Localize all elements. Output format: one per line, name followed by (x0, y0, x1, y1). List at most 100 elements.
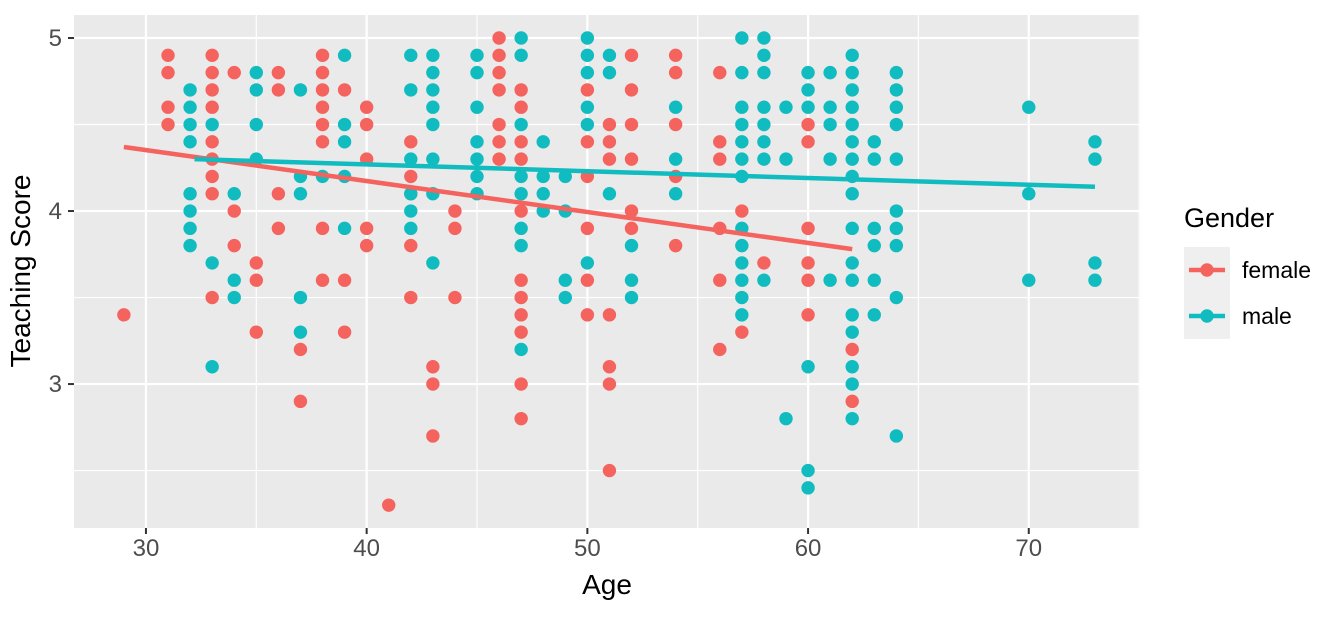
data-point-male (470, 169, 484, 184)
data-point-female (624, 221, 639, 236)
data-point-female (315, 273, 330, 287)
data-point-male (668, 100, 683, 114)
data-point-female (713, 65, 727, 80)
data-point-male (404, 187, 418, 201)
data-point-female (845, 394, 859, 409)
data-point-female (404, 169, 418, 184)
data-point-male (1022, 100, 1036, 114)
data-point-female (514, 100, 528, 114)
data-point-female (359, 238, 374, 253)
data-point-male (889, 238, 904, 253)
data-point-male (514, 221, 528, 236)
data-point-male (426, 256, 440, 270)
data-point-male (183, 221, 197, 236)
data-point-male (205, 360, 219, 374)
data-point-male (757, 117, 771, 132)
data-point-male (779, 152, 793, 166)
data-point-male (337, 117, 352, 132)
data-point-female (227, 238, 241, 253)
data-point-male (183, 117, 197, 132)
data-point-male (735, 31, 749, 45)
data-point-male (845, 100, 859, 114)
data-point-female (117, 308, 131, 322)
data-point-male (249, 117, 264, 132)
data-point-male (1088, 256, 1102, 270)
data-point-male (757, 135, 771, 149)
data-point-male (580, 256, 595, 270)
data-point-female (735, 204, 749, 218)
data-point-female (801, 117, 815, 132)
legend-point-male-icon (1200, 309, 1214, 323)
data-point-male (426, 152, 440, 166)
data-point-male (823, 117, 837, 132)
data-point-male (845, 187, 859, 201)
data-point-male (757, 65, 771, 80)
data-point-male (602, 48, 617, 63)
data-point-female (359, 100, 374, 114)
data-point-female (426, 429, 440, 443)
data-point-female (448, 221, 462, 236)
plot-panel (74, 15, 1140, 528)
data-point-male (514, 48, 528, 63)
data-point-male (801, 83, 815, 97)
x-tick-label: 40 (353, 535, 380, 562)
data-point-male (404, 204, 418, 218)
data-point-female (205, 135, 219, 149)
data-point-female (227, 65, 241, 80)
data-point-male (602, 187, 617, 201)
data-point-male (801, 481, 815, 495)
data-point-male (845, 411, 859, 426)
data-point-female (514, 204, 528, 218)
data-point-male (514, 187, 528, 201)
data-point-male (735, 238, 749, 253)
data-point-male (735, 65, 749, 80)
data-point-female (514, 152, 528, 166)
data-point-male (426, 83, 440, 97)
data-point-female (359, 221, 374, 236)
data-point-male (536, 187, 550, 201)
data-point-female (492, 48, 506, 63)
data-point-female (448, 290, 462, 305)
data-point-male (205, 117, 219, 132)
data-point-male (757, 31, 771, 45)
data-point-male (845, 377, 859, 391)
y-axis-title: Teaching Score (5, 174, 36, 367)
data-point-male (404, 48, 418, 63)
data-point-male (293, 290, 308, 305)
data-point-female (492, 117, 506, 132)
data-point-male (404, 152, 418, 166)
data-point-male (293, 187, 308, 201)
data-point-female (492, 31, 506, 45)
x-tick-label: 30 (133, 535, 160, 562)
data-point-female (757, 256, 771, 270)
data-point-female (315, 100, 330, 114)
data-point-male (757, 100, 771, 114)
data-point-female (205, 48, 219, 63)
data-point-female (580, 221, 595, 236)
data-point-male (845, 221, 859, 236)
data-point-male (249, 83, 264, 97)
data-point-female (271, 83, 286, 97)
data-point-female (801, 256, 815, 270)
data-point-male (1088, 273, 1102, 287)
data-point-male (1088, 135, 1102, 149)
data-point-male (867, 152, 881, 166)
data-point-female (514, 411, 528, 426)
data-point-female (801, 221, 815, 236)
data-point-male (1022, 273, 1036, 287)
data-point-female (801, 308, 815, 322)
data-point-female (161, 48, 175, 63)
data-point-male (227, 273, 241, 287)
data-point-female (514, 325, 528, 339)
data-point-male (470, 65, 484, 80)
data-point-male (845, 135, 859, 149)
data-point-male (889, 83, 904, 97)
data-point-female (293, 394, 308, 409)
data-point-female (514, 273, 528, 287)
data-point-female (602, 135, 617, 149)
data-point-female (602, 360, 617, 374)
data-point-male (823, 65, 837, 80)
data-point-male (757, 48, 771, 63)
x-tick-label: 60 (795, 535, 822, 562)
data-point-male (249, 65, 264, 80)
